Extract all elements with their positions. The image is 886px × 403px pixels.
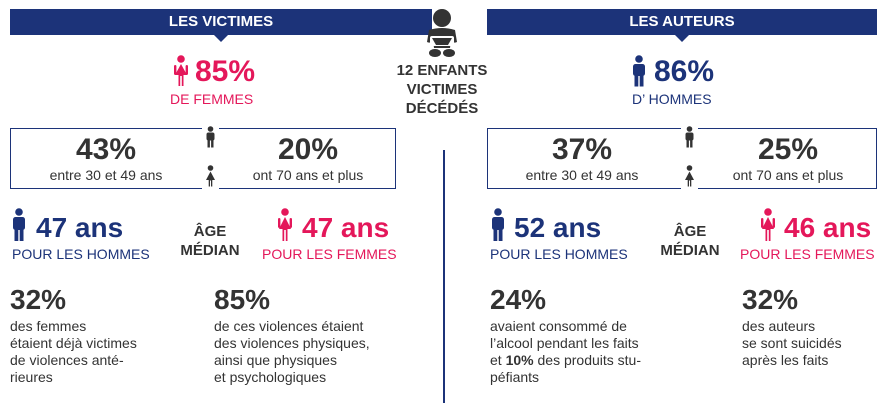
woman-icon: [759, 208, 777, 242]
victims-share-pct: 85%: [195, 55, 256, 88]
center-line-3: DÉCÉDÉS: [405, 100, 479, 117]
stat-line: étaient déjà victimes: [10, 335, 137, 351]
stat-line: et 10% des produits stu-: [490, 352, 641, 369]
age-pct-30-49: 37%: [551, 133, 613, 166]
stat-line: se sont suicidés: [742, 335, 842, 351]
victims-banner-title: LES VICTIMES: [168, 13, 274, 30]
stat-line: péfiants: [490, 369, 540, 385]
median-line-2: MÉDIAN: [660, 242, 720, 259]
victims-share-label: DE FEMMES: [170, 91, 254, 107]
center-caption: 12 ENFANTS VICTIMES DÉCÉDÉS: [382, 61, 502, 118]
stat-line: des femmes: [10, 318, 87, 334]
center-line-2: VICTIMES: [406, 81, 478, 98]
victims-median-men-label: POUR LES HOMMES: [12, 246, 150, 262]
authors-share-label: D’ HOMMES: [632, 91, 712, 107]
authors-banner-title: LES AUTEURS: [629, 13, 735, 30]
authors-stat2-pct: 32%: [742, 284, 799, 315]
man-icon: [490, 208, 506, 242]
man-icon: [11, 208, 27, 242]
age-label-30-49: entre 30 et 49 ans: [525, 167, 639, 183]
person-icon: [681, 124, 698, 150]
victims-banner: LES VICTIMES: [10, 9, 432, 42]
baby-icon: [423, 8, 461, 58]
stat-line: de violences anté-: [10, 352, 124, 368]
stat-line: de ces violences étaient: [214, 318, 364, 334]
age-label-70-plus: ont 70 ans et plus: [732, 167, 844, 183]
stat-highlight: 10%: [505, 352, 534, 368]
victims-median-women-value: 47 ans: [302, 212, 390, 243]
stat-text: et: [490, 352, 506, 368]
woman-icon: [172, 55, 190, 87]
center-line-1: 12 ENFANTS: [396, 62, 488, 79]
authors-median-women-value: 46 ans: [784, 212, 872, 243]
authors-median-women-label: POUR LES FEMMES: [740, 246, 875, 262]
stat-line: avaient consommé de: [490, 318, 627, 334]
victims-stat1-text: des femmes étaient déjà victimes de viol…: [10, 318, 137, 386]
age-pct-30-49: 43%: [75, 133, 137, 166]
age-pct-70-plus: 25%: [757, 133, 819, 166]
stat-line: ainsi que physiques: [214, 352, 337, 368]
authors-banner: LES AUTEURS: [487, 9, 877, 42]
age-label-30-49: entre 30 et 49 ans: [49, 167, 163, 183]
stat-line: l’alcool pendant les faits: [490, 335, 639, 351]
age-label-70-plus: ont 70 ans et plus: [252, 167, 364, 183]
banner-notch: [214, 35, 228, 42]
authors-stat1-text: avaient consommé de l’alcool pendant les…: [490, 318, 641, 386]
banner-notch: [675, 35, 689, 42]
authors-stat1-pct: 24%: [490, 284, 547, 315]
victims-stat1-pct: 32%: [10, 284, 67, 315]
woman-icon: [276, 208, 294, 242]
median-line-1: ÂGE: [673, 223, 707, 240]
authors-median-men-value: 52 ans: [514, 212, 602, 243]
stat-line: des auteurs: [742, 318, 816, 334]
person-icon: [202, 124, 219, 150]
man-icon: [631, 55, 647, 87]
person-dress-icon: [681, 163, 698, 189]
median-line-1: ÂGE: [193, 223, 227, 240]
center-divider: [443, 150, 445, 403]
stat-line: après les faits: [742, 352, 829, 368]
stat-line: rieures: [10, 369, 53, 385]
stat-line: et psychologiques: [214, 369, 327, 385]
stat-line: des violences physiques,: [214, 335, 370, 351]
victims-median-women-label: POUR LES FEMMES: [262, 246, 397, 262]
victims-median-men-value: 47 ans: [36, 212, 124, 243]
authors-share-pct: 86%: [654, 55, 715, 88]
age-pct-70-plus: 20%: [277, 133, 339, 166]
person-dress-icon: [202, 163, 219, 189]
median-line-2: MÉDIAN: [180, 242, 240, 259]
authors-median-men-label: POUR LES HOMMES: [490, 246, 628, 262]
victims-median-title: ÂGE MÉDIAN: [165, 222, 255, 260]
stat-text: des produits stu-: [533, 352, 641, 368]
victims-stat2-pct: 85%: [214, 284, 271, 315]
victims-stat2-text: de ces violences étaient des violences p…: [214, 318, 370, 386]
authors-stat2-text: des auteurs se sont suicidés après les f…: [742, 318, 842, 369]
authors-median-title: ÂGE MÉDIAN: [645, 222, 735, 260]
